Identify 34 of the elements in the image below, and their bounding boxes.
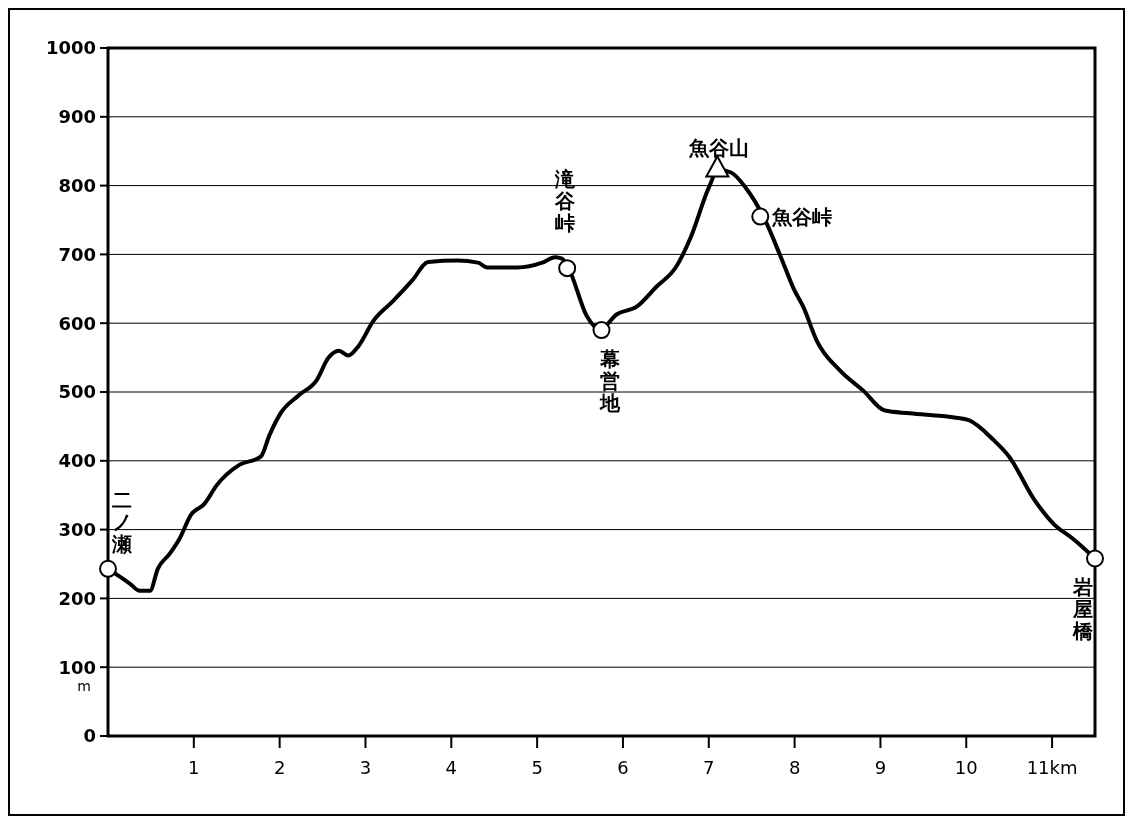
y-tick-label: 400 bbox=[58, 450, 96, 472]
x-tick-label: 1 bbox=[188, 757, 200, 778]
y-tick-label: 300 bbox=[58, 518, 96, 540]
y-axis-title: m bbox=[77, 678, 91, 695]
x-tick-label: 6 bbox=[617, 757, 629, 778]
y-tick-label: 800 bbox=[58, 174, 96, 196]
y-tick-label: 0 bbox=[83, 725, 96, 747]
point bbox=[751, 207, 770, 226]
annotation: 魚谷山 bbox=[688, 136, 750, 161]
y-tick-label: 100 bbox=[58, 656, 96, 678]
point bbox=[558, 259, 577, 278]
annotation: 滝谷峠 bbox=[554, 167, 577, 236]
x-tick-label: 10 bbox=[954, 757, 978, 778]
y-tick-label: 1000 bbox=[45, 37, 96, 59]
y-tick-label: 600 bbox=[58, 312, 96, 334]
point bbox=[1086, 549, 1104, 568]
x-tick-label: 8 bbox=[788, 757, 801, 778]
annotation: 幕営地 bbox=[598, 347, 621, 416]
x-tick-label: 3 bbox=[359, 757, 372, 778]
x-tick-label: 9 bbox=[874, 757, 887, 778]
point bbox=[99, 559, 117, 578]
y-tick-label: 900 bbox=[58, 106, 96, 128]
y-tick-label: 700 bbox=[58, 243, 96, 265]
x-tick-label: 2 bbox=[273, 757, 286, 778]
x-tick-label: 11km bbox=[1026, 757, 1078, 778]
x-tick-label: 5 bbox=[531, 757, 543, 778]
x-tick-label: 7 bbox=[703, 757, 715, 778]
annotation: 二ノ瀬 bbox=[111, 487, 132, 556]
y-tick-label: 500 bbox=[58, 381, 96, 403]
x-tick-label: 4 bbox=[445, 757, 458, 778]
point bbox=[592, 321, 611, 340]
annotation: 魚谷峠 bbox=[771, 204, 833, 229]
annotation: 岩屋橋 bbox=[1072, 575, 1094, 644]
y-tick-label: 200 bbox=[58, 587, 96, 609]
